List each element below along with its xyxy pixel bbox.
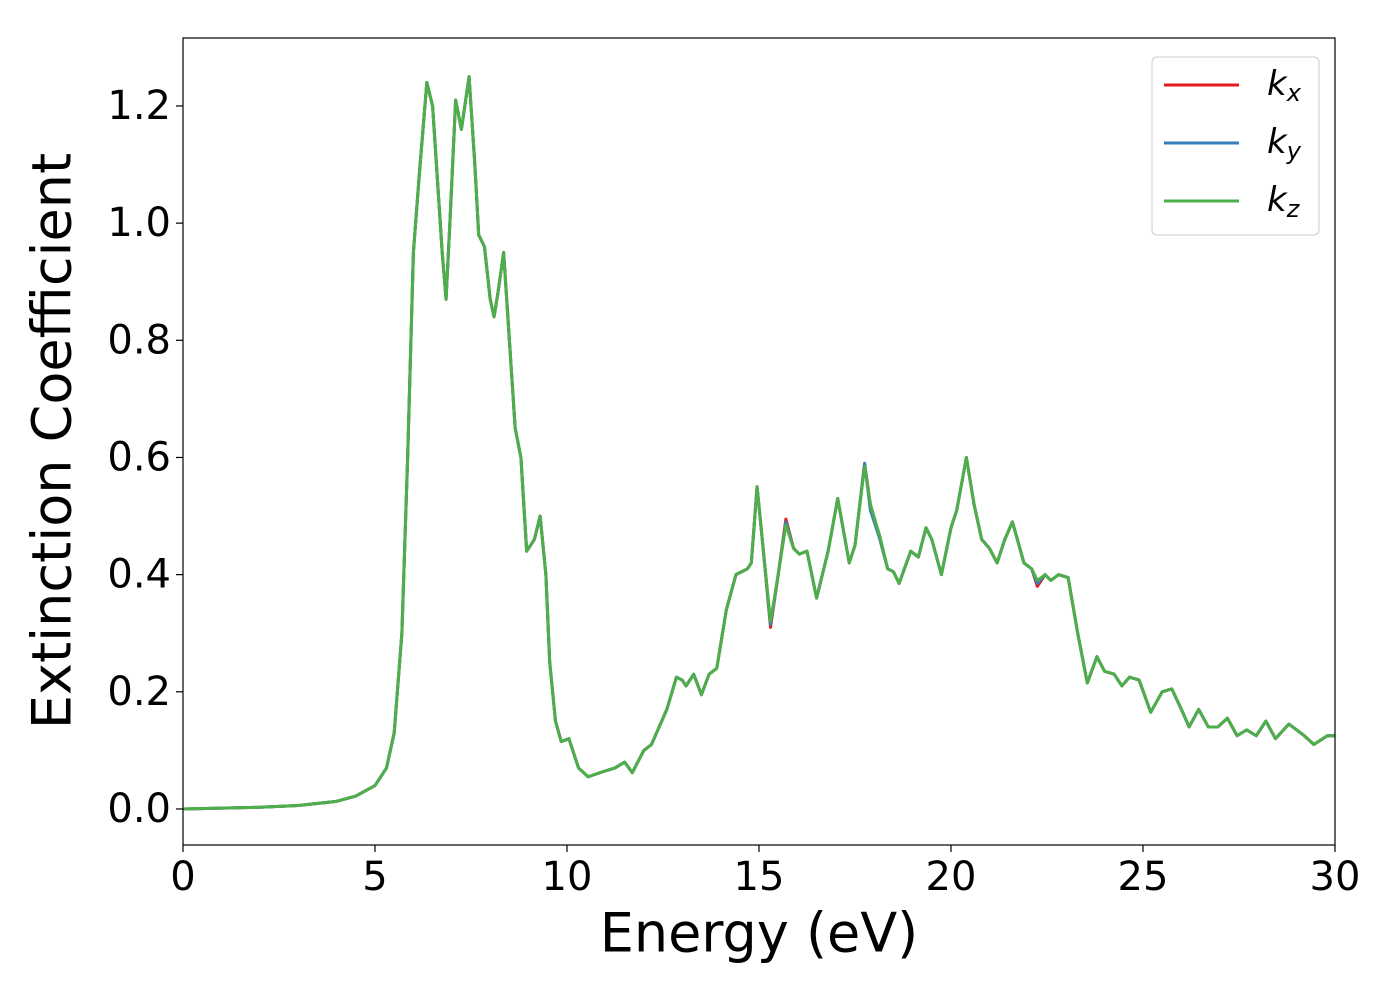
y-tick-label: 1.2 xyxy=(107,83,171,129)
x-tick-label: 25 xyxy=(1118,854,1169,900)
x-tick-label: 20 xyxy=(926,854,977,900)
legend-label: ky xyxy=(1267,122,1302,166)
x-tick-label: 5 xyxy=(362,854,387,900)
y-axis-label: Extinction Coefficient xyxy=(21,153,84,729)
y-tick-label: 0.6 xyxy=(107,434,171,480)
legend-label: kx xyxy=(1267,64,1302,108)
x-tick-label: 0 xyxy=(170,854,195,900)
x-axis-label: Energy (eV) xyxy=(600,902,919,965)
y-tick-label: 0.4 xyxy=(107,552,171,598)
legend-label: kz xyxy=(1267,180,1301,224)
plot-frame xyxy=(182,37,1336,846)
y-tick-label: 0.0 xyxy=(107,786,171,832)
y-tick-label: 0.8 xyxy=(107,317,171,363)
data-line xyxy=(183,75,1335,811)
legend-box xyxy=(1151,56,1320,236)
y-tick-label: 0.2 xyxy=(107,669,171,715)
x-tick-label: 10 xyxy=(542,854,593,900)
x-tick-label: 30 xyxy=(1310,854,1361,900)
x-tick-label: 15 xyxy=(734,854,785,900)
y-tick-label: 1.0 xyxy=(107,200,171,246)
